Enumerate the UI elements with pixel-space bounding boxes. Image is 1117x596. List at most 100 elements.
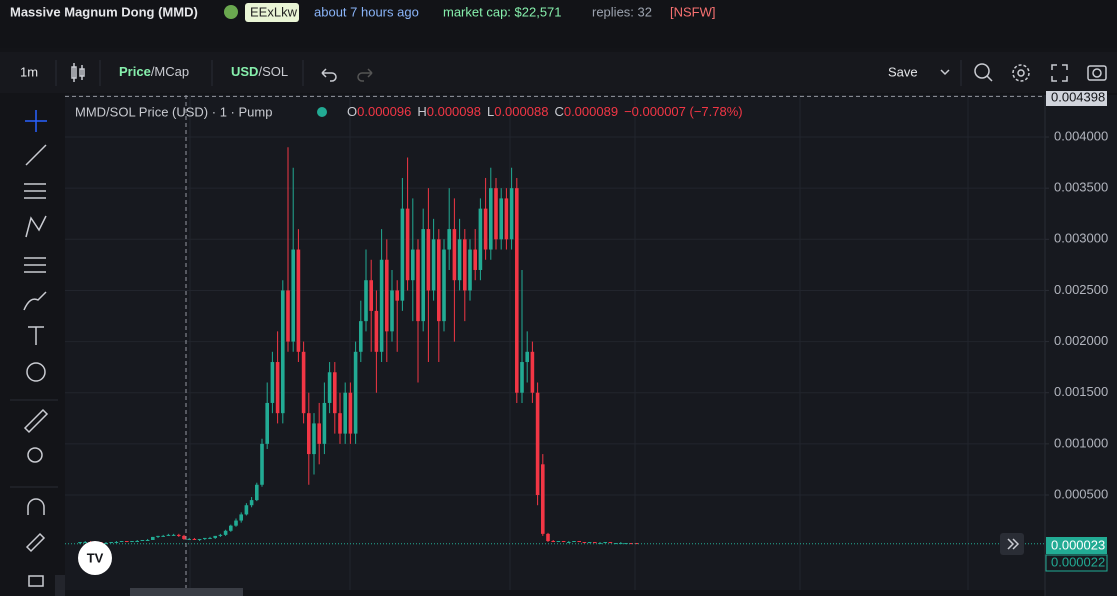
y-tick-label: 0.002500	[1054, 282, 1108, 297]
screenshot-button[interactable]	[1087, 65, 1107, 81]
candle-body	[145, 539, 150, 541]
candle-body	[546, 533, 550, 542]
second-price-label: 0.000022	[1051, 554, 1105, 569]
candle-body	[296, 249, 301, 352]
candle-body	[187, 538, 191, 540]
token-avatar	[224, 5, 238, 19]
lock-tool[interactable]	[28, 575, 44, 587]
candle-body	[379, 259, 384, 352]
ticker-badge[interactable]	[245, 3, 299, 22]
candle-body	[343, 392, 347, 434]
candle-body	[598, 543, 602, 545]
candle-body	[525, 351, 529, 363]
l-value: 0.000088	[494, 104, 548, 119]
l-label: L	[487, 104, 494, 119]
c-label: C	[554, 104, 563, 119]
candle-body	[239, 514, 243, 521]
candle-body	[171, 534, 176, 536]
collapse-sidebar[interactable]	[55, 575, 65, 596]
trendline-tool[interactable]	[25, 144, 47, 166]
interval-button[interactable]: 1m	[20, 64, 38, 79]
candle-body	[151, 536, 155, 540]
brush-tool[interactable]	[23, 291, 47, 311]
save-button[interactable]: Save	[888, 64, 918, 79]
change: −0.000007 (−7.78%)	[624, 104, 743, 119]
fullscreen-button[interactable]	[1051, 64, 1068, 82]
sol-option[interactable]: /SOL	[258, 64, 288, 79]
candle-body	[483, 208, 488, 250]
candle-body	[369, 280, 373, 311]
candle-body	[561, 541, 566, 543]
projection-tool[interactable]	[24, 257, 46, 273]
candle-body	[301, 351, 306, 414]
h-label: H	[417, 104, 426, 119]
scrollbar[interactable]	[130, 588, 243, 596]
redo-button[interactable]	[357, 68, 373, 82]
candle-body	[83, 542, 87, 544]
candle-body	[374, 310, 379, 352]
candle-body	[405, 208, 410, 281]
candle-body	[551, 541, 555, 543]
crosshair-tool[interactable]	[25, 110, 47, 132]
candle-body	[509, 188, 514, 240]
status-dot	[317, 107, 327, 117]
candle-body	[203, 537, 207, 539]
candle-body	[353, 351, 358, 434]
chart-title: MMD/SOL Price (USD) · 1 · Pump	[75, 104, 272, 119]
ohlc-legend: O0.000096 H0.000098 L0.000088 C0.000089 −0.0…	[347, 104, 743, 119]
crosshair-price-tag	[1046, 91, 1107, 106]
last-price-label: 0.000023	[1051, 537, 1105, 552]
tv-logo-mark: TV	[87, 550, 104, 565]
candle-body	[265, 402, 269, 444]
candle-body	[416, 249, 420, 322]
candle-body	[249, 500, 254, 506]
mcap-option[interactable]: /MCap	[151, 64, 189, 79]
usd-option[interactable]: USD	[231, 64, 258, 79]
candle-body	[317, 423, 321, 444]
o-value: 0.000096	[357, 104, 411, 119]
candle-body	[468, 249, 472, 291]
currency-toggle[interactable]: USD/SOL	[231, 64, 288, 79]
ruler-tool[interactable]	[23, 408, 49, 434]
time-grid	[189, 95, 969, 590]
tv-logo[interactable]	[78, 541, 112, 575]
text-tool[interactable]	[28, 326, 44, 345]
market-cap: market cap: $22,571	[443, 4, 562, 19]
magnet-tool[interactable]	[27, 498, 45, 515]
candle-body	[447, 229, 451, 250]
candle-body	[478, 208, 483, 270]
tool-icons	[23, 110, 49, 587]
candle-body	[572, 541, 576, 543]
header-bar	[0, 0, 1117, 48]
pattern-tool[interactable]	[25, 215, 47, 238]
emoji-tool[interactable]	[26, 362, 46, 382]
fib-tool[interactable]	[24, 183, 46, 199]
candle-body	[499, 198, 503, 240]
ticker[interactable]: EExLkw	[250, 4, 298, 19]
y-tick-label: 0.001500	[1054, 384, 1108, 399]
second-price-tag	[1045, 554, 1108, 572]
candle-body	[291, 249, 295, 342]
candle-body	[520, 362, 524, 393]
age: about 7 hours ago	[314, 4, 419, 19]
candle-type-icon[interactable]	[71, 63, 85, 82]
save-menu[interactable]	[940, 69, 950, 76]
crosshair-price-label: 0.004398	[1051, 89, 1105, 104]
zoom-tool[interactable]	[27, 447, 43, 463]
candle-body	[541, 464, 545, 534]
y-tick-label: 0.002000	[1054, 333, 1108, 348]
candle-body	[312, 423, 316, 455]
candle-body	[463, 239, 467, 291]
lock-drawing-tool[interactable]	[25, 532, 46, 553]
candle-body	[364, 280, 368, 322]
price-toggle[interactable]: Price/MCap	[119, 64, 189, 79]
y-tick-label: 0.003000	[1054, 231, 1108, 246]
indicator-button[interactable]	[974, 63, 993, 82]
candle-body	[613, 543, 618, 545]
settings-button[interactable]	[1012, 64, 1030, 82]
undo-button[interactable]	[321, 68, 337, 82]
price-option[interactable]: Price	[119, 64, 151, 79]
candle-body	[390, 290, 394, 332]
